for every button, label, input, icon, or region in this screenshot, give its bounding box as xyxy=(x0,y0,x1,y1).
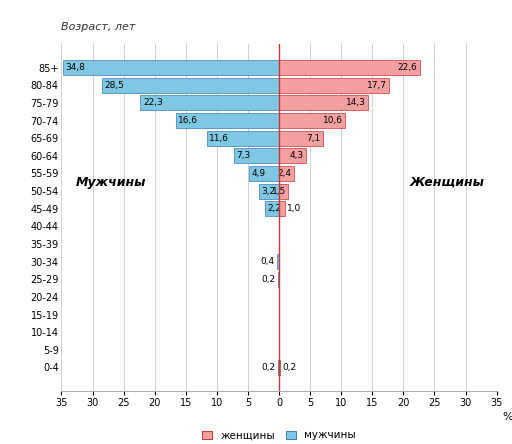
Text: 34,8: 34,8 xyxy=(65,63,85,72)
Bar xyxy=(259,184,279,198)
Bar xyxy=(279,166,294,181)
Bar xyxy=(233,148,279,163)
Bar xyxy=(276,254,279,269)
Text: 0,2: 0,2 xyxy=(282,363,296,372)
Text: 7,1: 7,1 xyxy=(307,134,321,143)
Bar xyxy=(279,184,288,198)
Text: 0,4: 0,4 xyxy=(261,257,274,266)
Text: Мужчины: Мужчины xyxy=(76,176,146,189)
Text: 0,2: 0,2 xyxy=(262,275,276,284)
Bar xyxy=(279,131,323,146)
Text: 7,3: 7,3 xyxy=(236,151,250,160)
Text: %: % xyxy=(503,412,512,421)
Bar xyxy=(278,272,279,287)
Text: 16,6: 16,6 xyxy=(178,116,198,125)
Text: 4,9: 4,9 xyxy=(251,169,265,178)
Text: 2,4: 2,4 xyxy=(278,169,291,178)
Bar xyxy=(279,95,368,111)
Bar xyxy=(176,113,279,128)
Text: Возраст, лет: Возраст, лет xyxy=(61,22,136,32)
Text: 22,6: 22,6 xyxy=(397,63,417,72)
Text: 11,6: 11,6 xyxy=(209,134,229,143)
Text: 17,7: 17,7 xyxy=(367,81,387,90)
Text: 4,3: 4,3 xyxy=(289,151,303,160)
Bar xyxy=(62,60,279,75)
Bar xyxy=(248,166,279,181)
Text: Женщины: Женщины xyxy=(410,176,484,189)
Bar xyxy=(140,95,279,111)
Text: 2,2: 2,2 xyxy=(268,204,282,213)
Bar xyxy=(279,113,345,128)
Text: 22,3: 22,3 xyxy=(143,99,163,107)
Bar xyxy=(279,78,389,93)
Text: 14,3: 14,3 xyxy=(346,99,366,107)
Text: 28,5: 28,5 xyxy=(104,81,124,90)
Legend: женщины, мужчины: женщины, мужчины xyxy=(198,426,360,444)
Bar xyxy=(207,131,279,146)
Bar xyxy=(279,60,419,75)
Bar xyxy=(279,360,280,375)
Text: 1,0: 1,0 xyxy=(287,204,302,213)
Bar xyxy=(265,201,279,216)
Bar xyxy=(278,360,279,375)
Text: 0,2: 0,2 xyxy=(262,363,276,372)
Bar xyxy=(279,201,285,216)
Bar xyxy=(279,148,306,163)
Text: 1,5: 1,5 xyxy=(272,186,286,196)
Text: 3,2: 3,2 xyxy=(262,186,276,196)
Bar xyxy=(102,78,279,93)
Text: 10,6: 10,6 xyxy=(323,116,343,125)
